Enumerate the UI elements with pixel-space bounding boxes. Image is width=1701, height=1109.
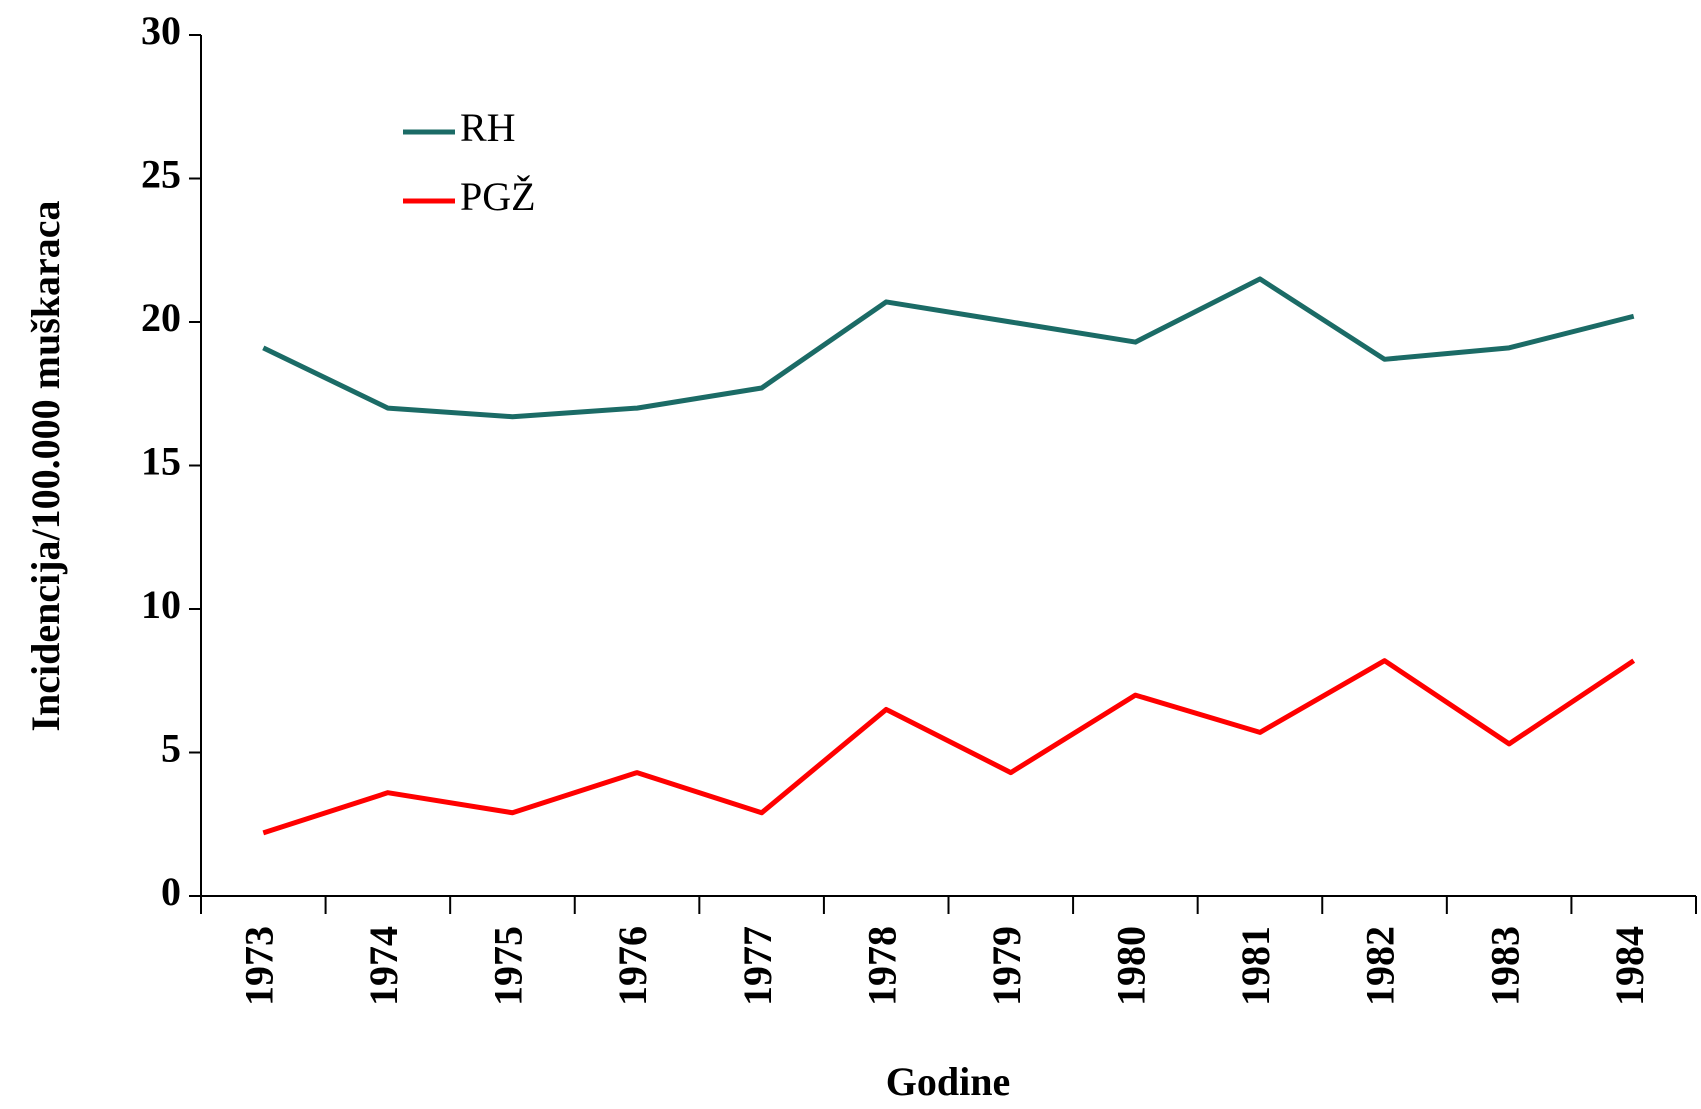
- line-series: [262, 658, 1636, 836]
- x-tick-label: 1980: [1109, 926, 1154, 1006]
- y-tick-label: 0: [161, 869, 181, 914]
- legend-label: RH: [460, 105, 516, 150]
- x-tick-label: 1976: [610, 926, 655, 1006]
- y-tick-label: 5: [161, 726, 181, 771]
- y-tick-label: 10: [141, 582, 181, 627]
- x-tick-label: 1978: [859, 926, 904, 1006]
- y-tick-label: 20: [141, 295, 181, 340]
- x-tick-label: 1984: [1607, 926, 1652, 1006]
- y-tick-label: 15: [141, 439, 181, 484]
- x-axis-label: Godine: [886, 1059, 1010, 1104]
- x-tick-label: 1977: [735, 926, 780, 1006]
- x-tick-label: 1974: [361, 926, 406, 1006]
- x-tick-label: 1983: [1482, 926, 1527, 1006]
- y-tick-label: 30: [141, 8, 181, 53]
- y-axis-label: Incidencija/100.000 muškaraca: [23, 200, 68, 731]
- x-tick-label: 1975: [486, 926, 531, 1006]
- x-tick-label: 1981: [1233, 926, 1278, 1006]
- y-tick-label: 25: [141, 152, 181, 197]
- line-series: [262, 276, 1635, 420]
- legend-label: PGŽ: [460, 174, 536, 219]
- x-tick-label: 1973: [236, 926, 281, 1006]
- x-tick-label: 1979: [984, 926, 1029, 1006]
- x-tick-label: 1982: [1358, 926, 1403, 1006]
